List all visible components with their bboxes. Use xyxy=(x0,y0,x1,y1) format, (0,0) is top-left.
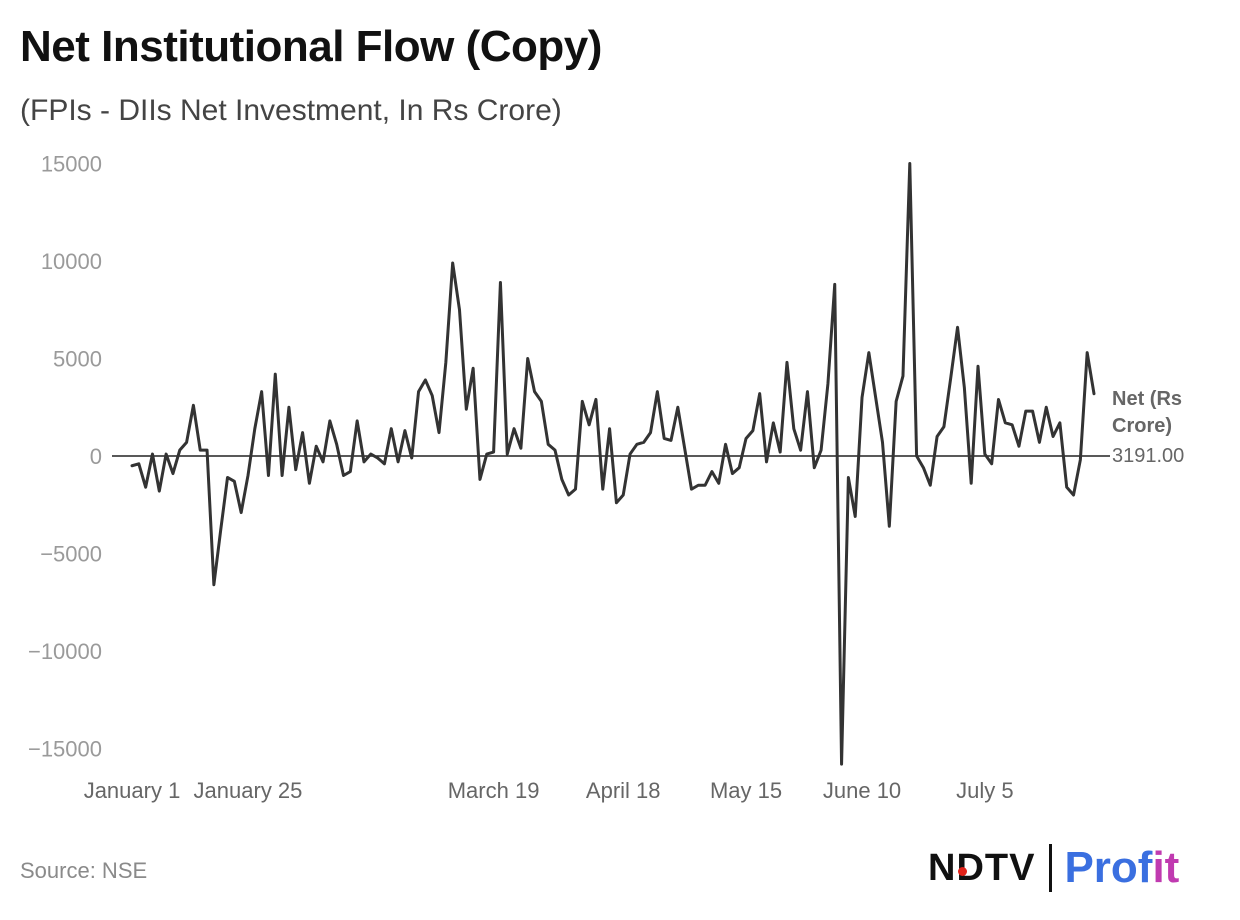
x-tick-label: July 5 xyxy=(956,778,1013,803)
x-tick-label: January 25 xyxy=(194,778,303,803)
line-chart: 15000 10000 5000 0 −5000 −10000 −15000 January … xyxy=(28,152,1184,804)
series-name-label: Net (Rs Crore) xyxy=(1112,388,1182,437)
last-value-label: 3191.00 xyxy=(1112,445,1184,467)
logo-ndtv-text: NDTV xyxy=(928,846,1036,889)
logo-divider xyxy=(1049,844,1053,892)
x-tick-label: January 1 xyxy=(84,778,181,803)
y-tick-label: 5000 xyxy=(53,347,102,372)
series-line-net xyxy=(130,162,1096,766)
ndtv-profit-logo: NDTV Profit xyxy=(928,840,1179,896)
chart-subtitle: (FPIs - DIIs Net Investment, In Rs Crore… xyxy=(20,94,562,127)
y-tick-label: −10000 xyxy=(28,639,102,664)
y-tick-label: 10000 xyxy=(41,249,102,274)
x-tick-label: May 15 xyxy=(710,778,782,803)
x-tick-label: April 18 xyxy=(586,778,661,803)
y-tick-label: 0 xyxy=(90,444,102,469)
y-tick-label: −5000 xyxy=(40,542,102,567)
logo-profit-text: Profit xyxy=(1064,843,1180,892)
source-note: Source: NSE xyxy=(20,858,148,883)
x-tick-label: June 10 xyxy=(823,778,901,803)
chart-title: Net Institutional Flow (Copy) xyxy=(20,22,602,71)
logo-red-dot xyxy=(958,866,967,876)
y-tick-label: −15000 xyxy=(28,737,102,762)
x-tick-label: March 19 xyxy=(448,778,540,803)
y-tick-label: 15000 xyxy=(41,152,102,177)
